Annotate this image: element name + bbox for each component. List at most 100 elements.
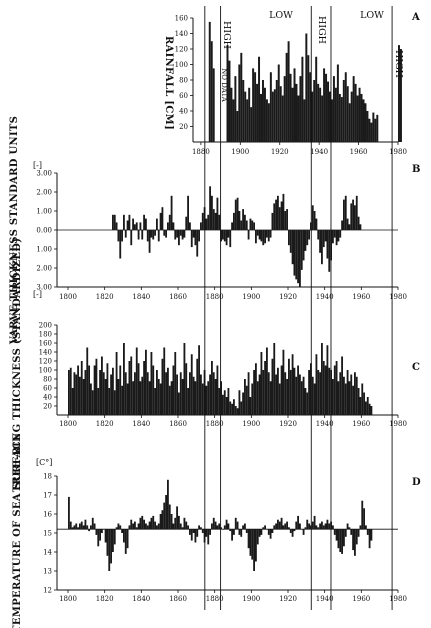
bar	[291, 354, 294, 415]
bar	[368, 403, 371, 415]
bar	[326, 345, 329, 415]
bar	[322, 525, 325, 530]
bar	[260, 93, 262, 142]
bar	[304, 230, 307, 251]
bar	[271, 358, 274, 415]
bar	[194, 230, 197, 246]
bar	[326, 230, 329, 259]
x-tick-label: 1880	[206, 293, 224, 301]
bar	[266, 347, 268, 415]
bar	[179, 523, 182, 530]
bar	[233, 529, 235, 535]
y-tick-label: 20	[43, 403, 52, 411]
bar	[205, 529, 208, 537]
y-tick-label: 100	[39, 367, 52, 375]
bar	[126, 529, 129, 549]
bar	[190, 529, 193, 541]
bar	[226, 45, 229, 142]
bar	[247, 230, 250, 240]
bar	[256, 529, 259, 545]
bar	[253, 222, 255, 230]
bar	[245, 529, 248, 533]
bar	[183, 517, 186, 530]
bar	[355, 529, 358, 545]
bar	[337, 529, 340, 549]
bar	[350, 91, 353, 142]
bar	[79, 523, 81, 530]
bar	[368, 529, 371, 549]
x-tick-label: 1860	[169, 293, 187, 301]
bar	[341, 529, 343, 554]
bar	[119, 365, 122, 415]
bar	[179, 230, 182, 236]
bar	[168, 504, 171, 530]
bar	[229, 529, 232, 532]
bar	[216, 197, 219, 230]
bar	[311, 91, 314, 142]
bar	[293, 68, 296, 142]
bar	[299, 230, 301, 287]
bar	[115, 222, 118, 230]
bar	[293, 529, 296, 532]
bar	[130, 356, 133, 415]
bar	[293, 367, 296, 415]
bar	[254, 72, 257, 142]
x-tick-label: 1960	[352, 293, 370, 301]
bar	[306, 230, 309, 246]
bar	[135, 222, 138, 230]
rainfall-x-ticks: 1880 1900 1920 1940 1960 1980	[192, 142, 407, 156]
bar	[212, 68, 215, 142]
bar	[352, 529, 354, 551]
bar	[124, 230, 127, 238]
bar	[174, 230, 177, 240]
bar	[211, 523, 213, 530]
bar	[258, 374, 261, 415]
bar	[154, 521, 156, 530]
bar	[139, 381, 142, 415]
varve-axis-label: VARVE THICKNESS STANDARD UNITS	[9, 116, 20, 345]
zone-label-low-1: LOW	[269, 10, 293, 21]
bar	[115, 352, 118, 415]
bar	[324, 230, 327, 242]
bar	[329, 91, 331, 142]
bar	[305, 33, 308, 142]
bar	[260, 352, 263, 415]
bar	[69, 367, 72, 415]
bar	[304, 527, 307, 530]
y-tick-label: 0.00	[36, 227, 52, 235]
bar	[236, 408, 239, 415]
bar	[234, 406, 237, 415]
varve-y-ticks: 3.00 2.00 1.00 0.00 1.00 2.00 3.00	[36, 170, 57, 292]
bar	[291, 230, 294, 265]
x-tick-label: 1800	[59, 420, 77, 428]
bar	[245, 220, 248, 230]
bar	[181, 527, 184, 530]
bar	[299, 523, 301, 530]
bar	[200, 374, 202, 415]
panel-b-varve-chart: B [-] [-] VARVE THICKNESS STANDARD UNITS…	[9, 116, 420, 345]
bar	[299, 76, 302, 142]
bar	[271, 212, 274, 230]
bar	[362, 99, 365, 142]
y-tick-label: 120	[39, 358, 52, 366]
bar	[108, 529, 111, 571]
bar	[288, 230, 290, 246]
bar	[135, 527, 138, 530]
bar	[137, 363, 140, 415]
bar	[141, 230, 144, 240]
bar	[335, 230, 338, 246]
bar	[227, 388, 230, 415]
bar	[189, 222, 191, 230]
bar	[356, 95, 359, 142]
bar	[150, 517, 153, 530]
bar	[321, 230, 323, 265]
bar	[244, 523, 246, 530]
bar	[313, 211, 316, 230]
bar	[346, 86, 349, 142]
bar	[143, 519, 145, 530]
bar	[236, 111, 239, 142]
bar	[306, 519, 309, 530]
bar	[104, 529, 107, 543]
x-tick-label: 1820	[96, 595, 114, 603]
bar	[357, 216, 360, 230]
